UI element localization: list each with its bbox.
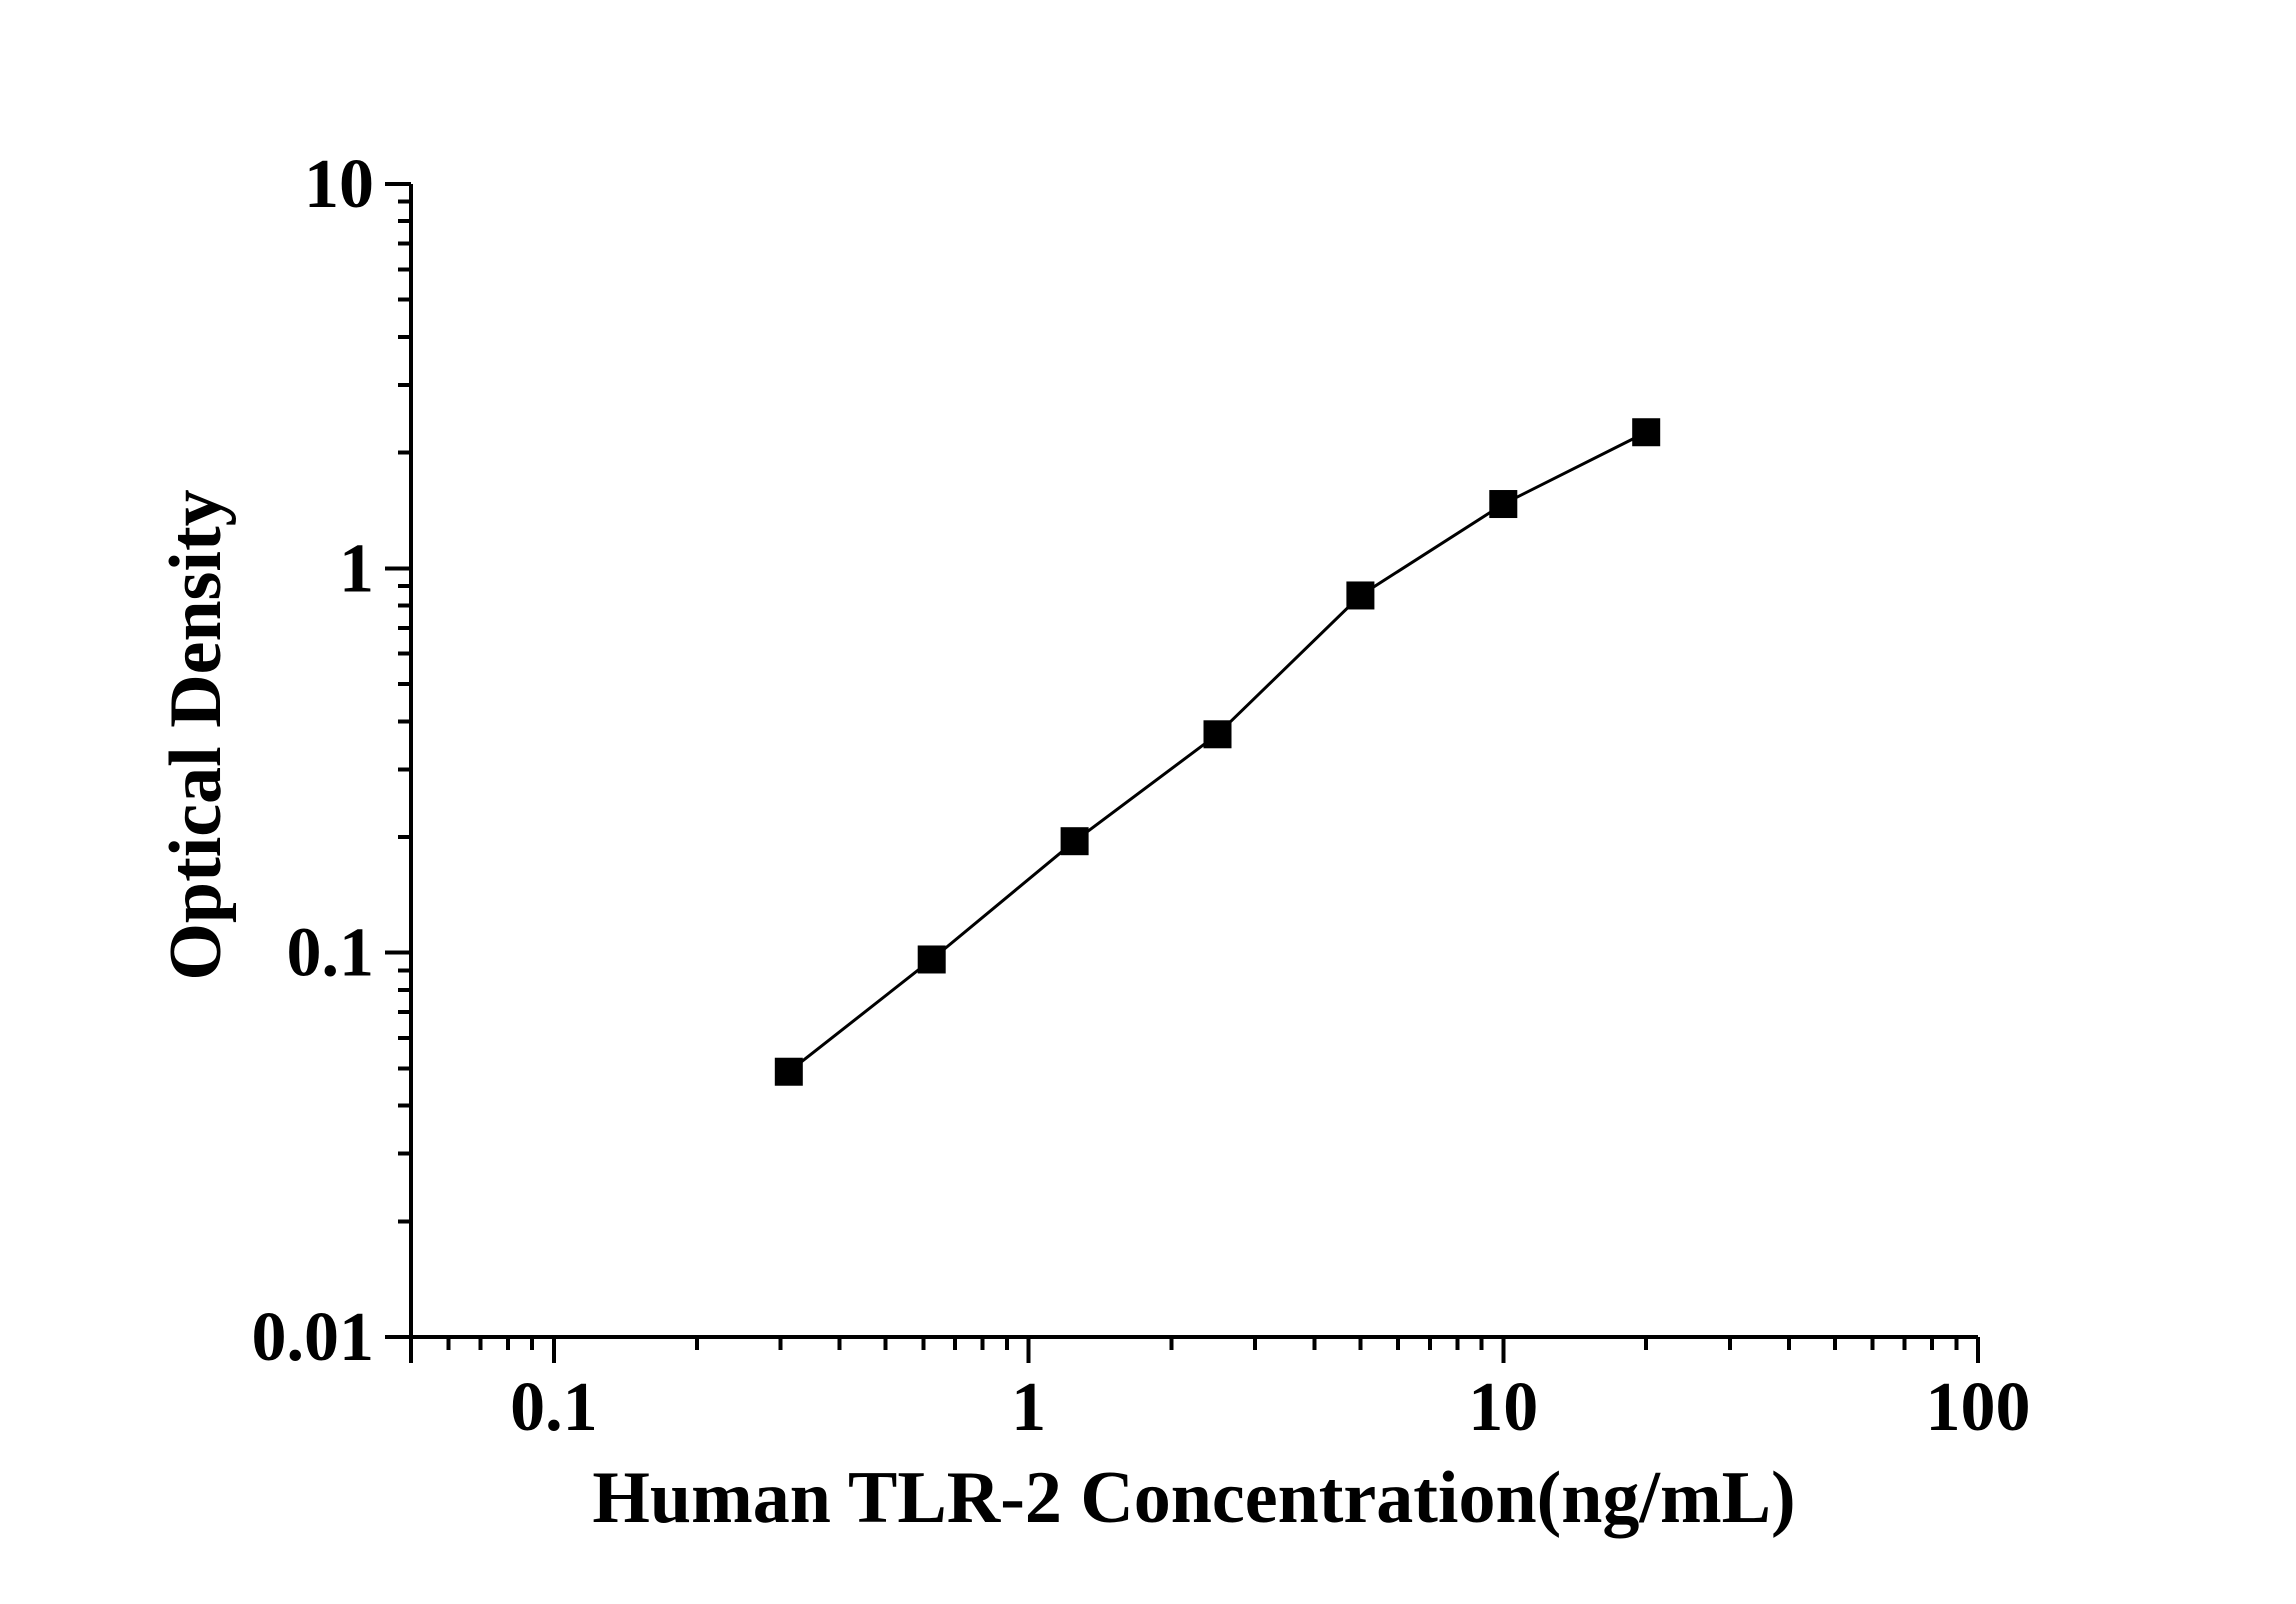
data-point-marker [1203, 720, 1232, 749]
tick-labels: 0.1 1 10 100 10 1 0.1 0.01 [252, 146, 2031, 1446]
y-axis-title: Optical Density [155, 489, 237, 980]
x-tick-label: 1 [1011, 1369, 1046, 1446]
x-tick-label: 0.1 [510, 1369, 598, 1446]
y-tick-label: 10 [304, 146, 374, 223]
data-point-marker [1632, 418, 1661, 447]
data-point-marker [774, 1057, 803, 1086]
data-series [774, 418, 1661, 1086]
y-tick-label: 1 [339, 530, 374, 607]
data-point-marker [917, 945, 946, 974]
x-tick-label: 10 [1468, 1369, 1538, 1446]
y-tick-label: 0.01 [252, 1299, 375, 1376]
data-point-marker [1346, 581, 1375, 610]
data-point-marker [1060, 827, 1089, 856]
axes [385, 182, 1980, 1363]
x-tick-label: 100 [1926, 1369, 2031, 1446]
data-point-marker [1489, 490, 1518, 519]
y-tick-label: 0.1 [287, 915, 375, 992]
series-line [787, 430, 1647, 1073]
x-axis-title: Human TLR-2 Concentration(ng/mL) [592, 1457, 1795, 1539]
